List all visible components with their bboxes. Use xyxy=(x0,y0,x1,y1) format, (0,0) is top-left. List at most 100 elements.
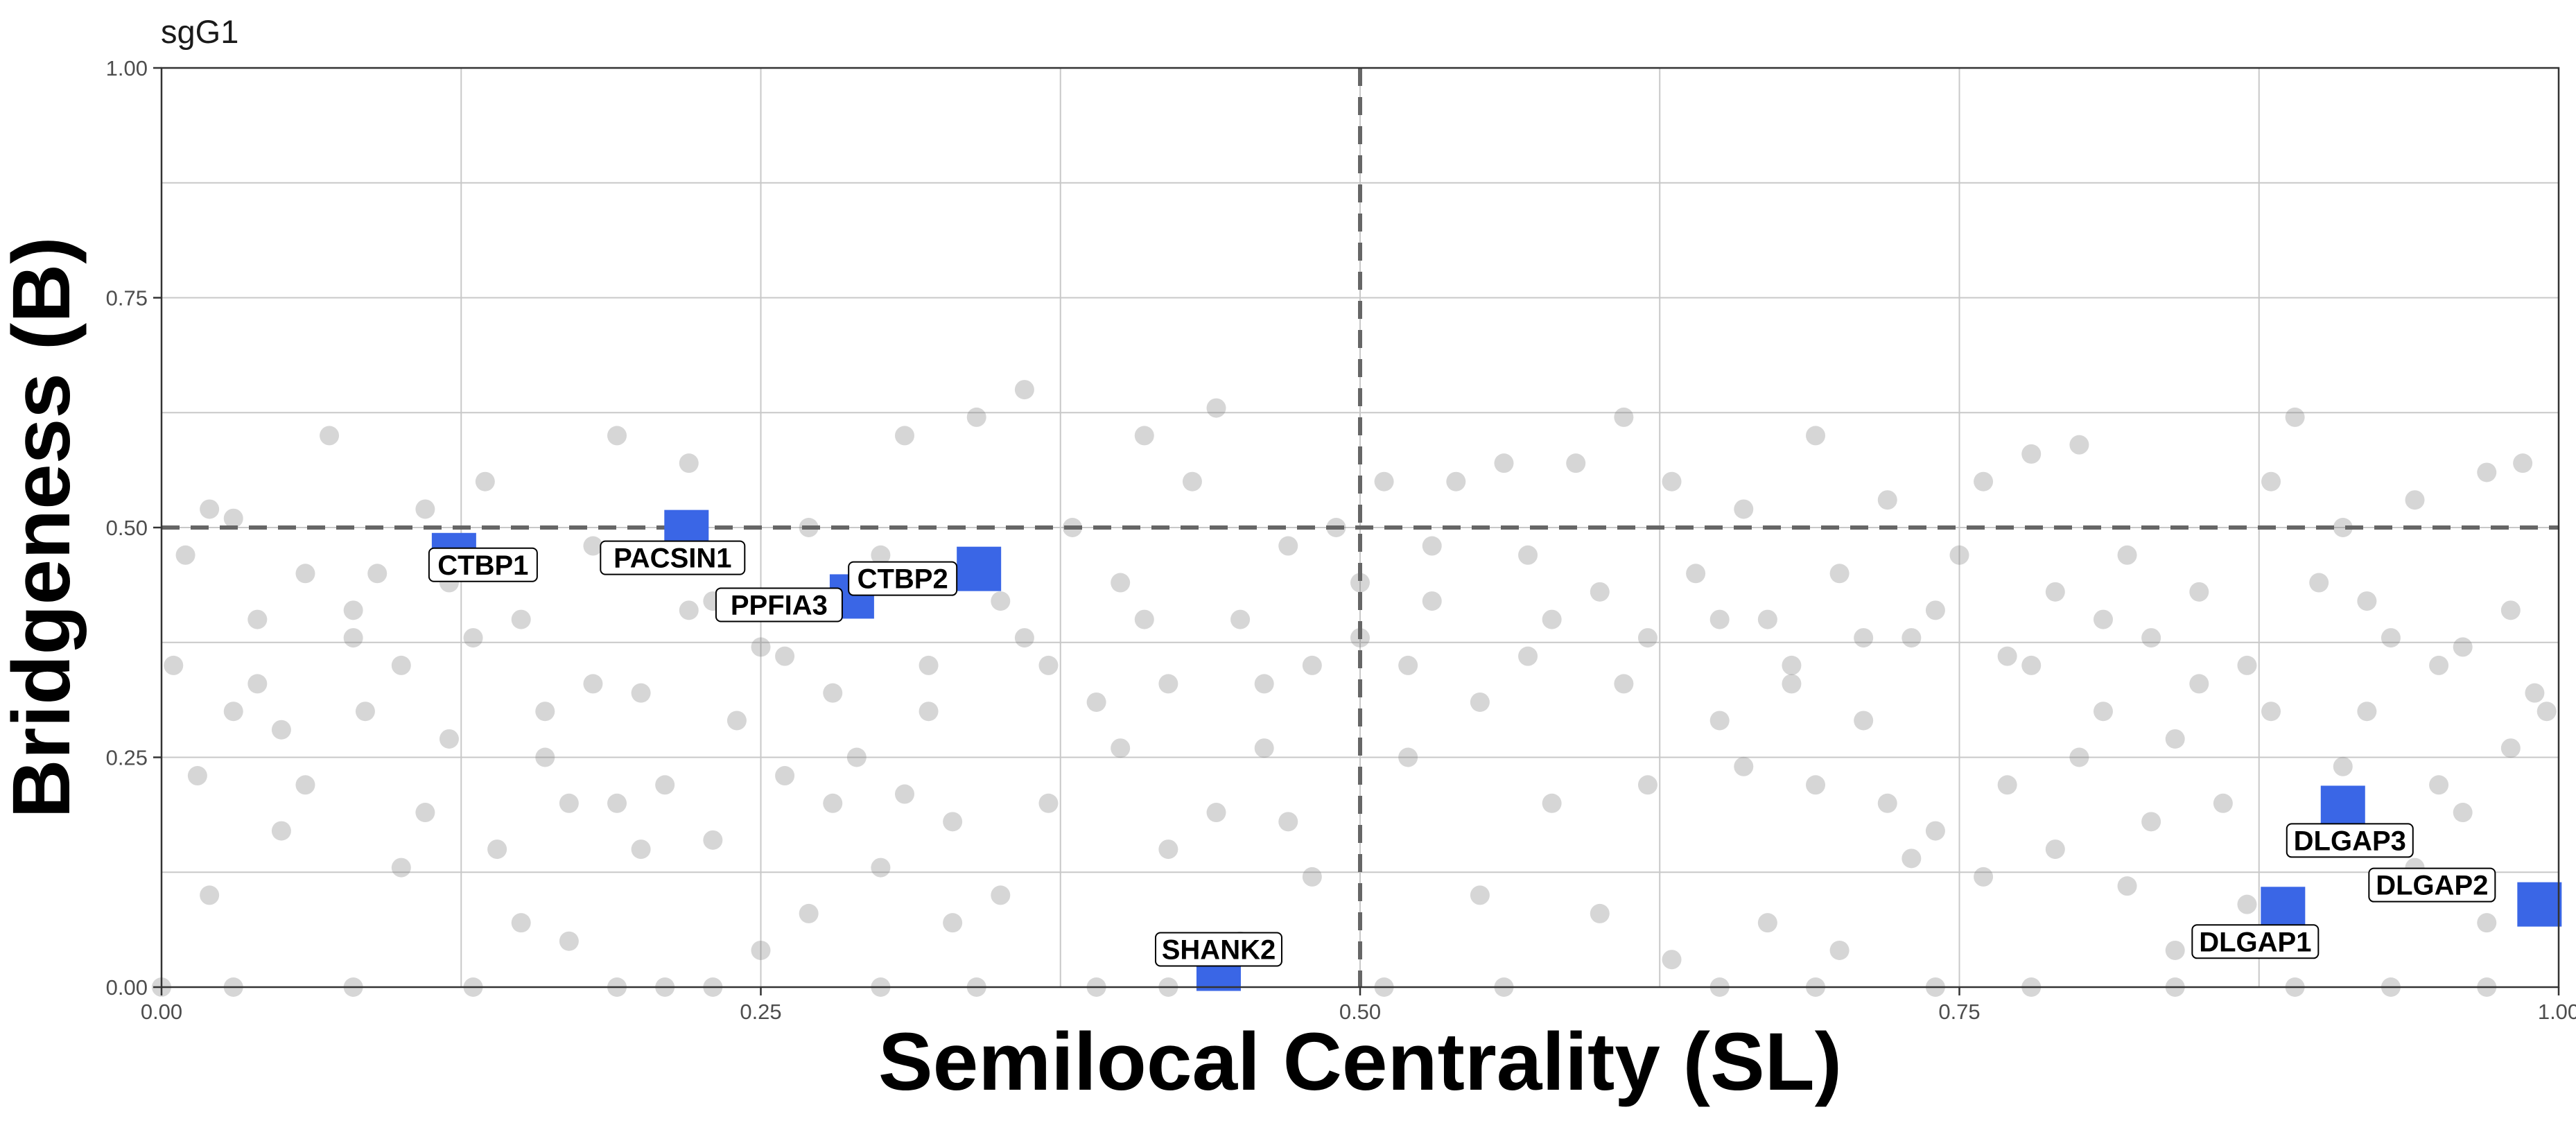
data-point xyxy=(511,913,531,933)
gene-label-box-shank2 xyxy=(1154,932,1282,967)
data-point xyxy=(1806,426,1826,446)
data-point xyxy=(679,453,699,473)
data-point xyxy=(823,793,843,813)
highlight-marker-ctbp2 xyxy=(957,546,1002,591)
data-point xyxy=(2477,913,2497,933)
data-point xyxy=(991,591,1011,611)
data-point xyxy=(2021,655,2042,675)
data-point xyxy=(2333,756,2353,776)
data-point xyxy=(367,564,388,584)
data-point xyxy=(1302,655,1322,675)
data-point xyxy=(1590,582,1610,602)
y-tick-label: 0.75 xyxy=(106,286,148,311)
data-point xyxy=(1734,499,1754,519)
data-point xyxy=(1590,903,1610,923)
data-point xyxy=(439,729,459,749)
data-point xyxy=(1182,471,1202,491)
data-point xyxy=(391,858,411,878)
data-point xyxy=(271,821,291,841)
data-point xyxy=(1422,536,1442,556)
data-point xyxy=(475,471,495,491)
data-point xyxy=(1134,426,1154,446)
data-point xyxy=(1734,756,1754,776)
gene-label-box-ctbp2 xyxy=(848,561,958,596)
data-point xyxy=(894,784,914,804)
gene-label-box-ctbp1 xyxy=(428,547,538,582)
data-point xyxy=(2513,453,2533,473)
data-point xyxy=(607,793,627,813)
reference-lines xyxy=(162,68,2559,987)
gene-label-dlgap1: DLGAP1 xyxy=(2199,927,2311,957)
data-point xyxy=(295,775,315,795)
data-point xyxy=(1134,609,1154,629)
x-tick-label: 0.00 xyxy=(141,1000,182,1024)
data-point xyxy=(2381,628,2401,648)
gene-label-dlgap2: DLGAP2 xyxy=(2376,871,2488,901)
data-point xyxy=(2536,702,2557,722)
data-point xyxy=(2141,812,2161,832)
data-point xyxy=(320,426,340,446)
data-point xyxy=(175,545,195,565)
gene-label-dlgap3: DLGAP3 xyxy=(2294,826,2406,856)
data-point xyxy=(1518,545,1538,565)
data-point xyxy=(2429,655,2449,675)
data-point xyxy=(1854,628,1874,648)
data-point xyxy=(871,545,891,565)
data-point xyxy=(1206,803,1226,823)
data-point xyxy=(2453,803,2473,823)
highlight-marker-dlgap2 xyxy=(2517,882,2562,927)
data-point xyxy=(726,711,747,731)
y-tick-label: 0.25 xyxy=(106,746,148,770)
data-point xyxy=(1038,793,1059,813)
data-point xyxy=(2165,729,2185,749)
data-point xyxy=(655,775,675,795)
data-point xyxy=(1494,453,1514,473)
data-point xyxy=(295,564,315,584)
gene-label-pacsin1: PACSIN1 xyxy=(613,543,731,574)
data-point xyxy=(1614,407,1634,427)
data-point xyxy=(919,702,939,722)
data-point xyxy=(1014,380,1034,400)
data-point xyxy=(1566,453,1586,473)
highlighted-genes xyxy=(431,510,2562,991)
data-point xyxy=(247,674,268,694)
data-point xyxy=(751,940,771,960)
data-point xyxy=(535,702,555,722)
data-point xyxy=(583,536,603,556)
data-point xyxy=(559,931,579,951)
data-point xyxy=(607,426,627,446)
data-point xyxy=(991,885,1011,905)
data-point xyxy=(2165,940,2185,960)
data-point xyxy=(1901,848,1922,869)
y-axis-title: Bridgeness (B) xyxy=(0,236,87,818)
data-point xyxy=(1302,867,1322,887)
data-point xyxy=(1158,839,1178,860)
data-point xyxy=(943,812,963,832)
data-point xyxy=(223,508,243,528)
y-tick-label: 0.00 xyxy=(106,975,148,1000)
data-point xyxy=(2357,702,2377,722)
data-point xyxy=(463,628,483,648)
data-point xyxy=(1111,573,1131,593)
data-point xyxy=(2189,674,2209,694)
data-point xyxy=(2453,637,2473,657)
x-tick-label: 0.25 xyxy=(740,1000,781,1024)
data-point xyxy=(1949,545,1969,565)
data-point xyxy=(1206,398,1226,418)
data-point xyxy=(1782,655,1802,675)
data-point xyxy=(1757,913,1777,933)
data-point xyxy=(164,655,184,675)
data-point xyxy=(2237,655,2257,675)
gene-label-box-ppfia3 xyxy=(715,587,843,623)
data-point xyxy=(775,646,795,666)
data-point xyxy=(1877,490,1897,510)
data-point xyxy=(631,839,651,860)
data-point xyxy=(511,609,531,629)
gene-label-box-dlgap1 xyxy=(2191,924,2320,959)
gene-label-ctbp1: CTBP1 xyxy=(437,550,528,581)
data-point xyxy=(1518,646,1538,666)
data-points xyxy=(152,380,2557,997)
data-point xyxy=(1158,674,1178,694)
data-point xyxy=(1901,628,1922,648)
